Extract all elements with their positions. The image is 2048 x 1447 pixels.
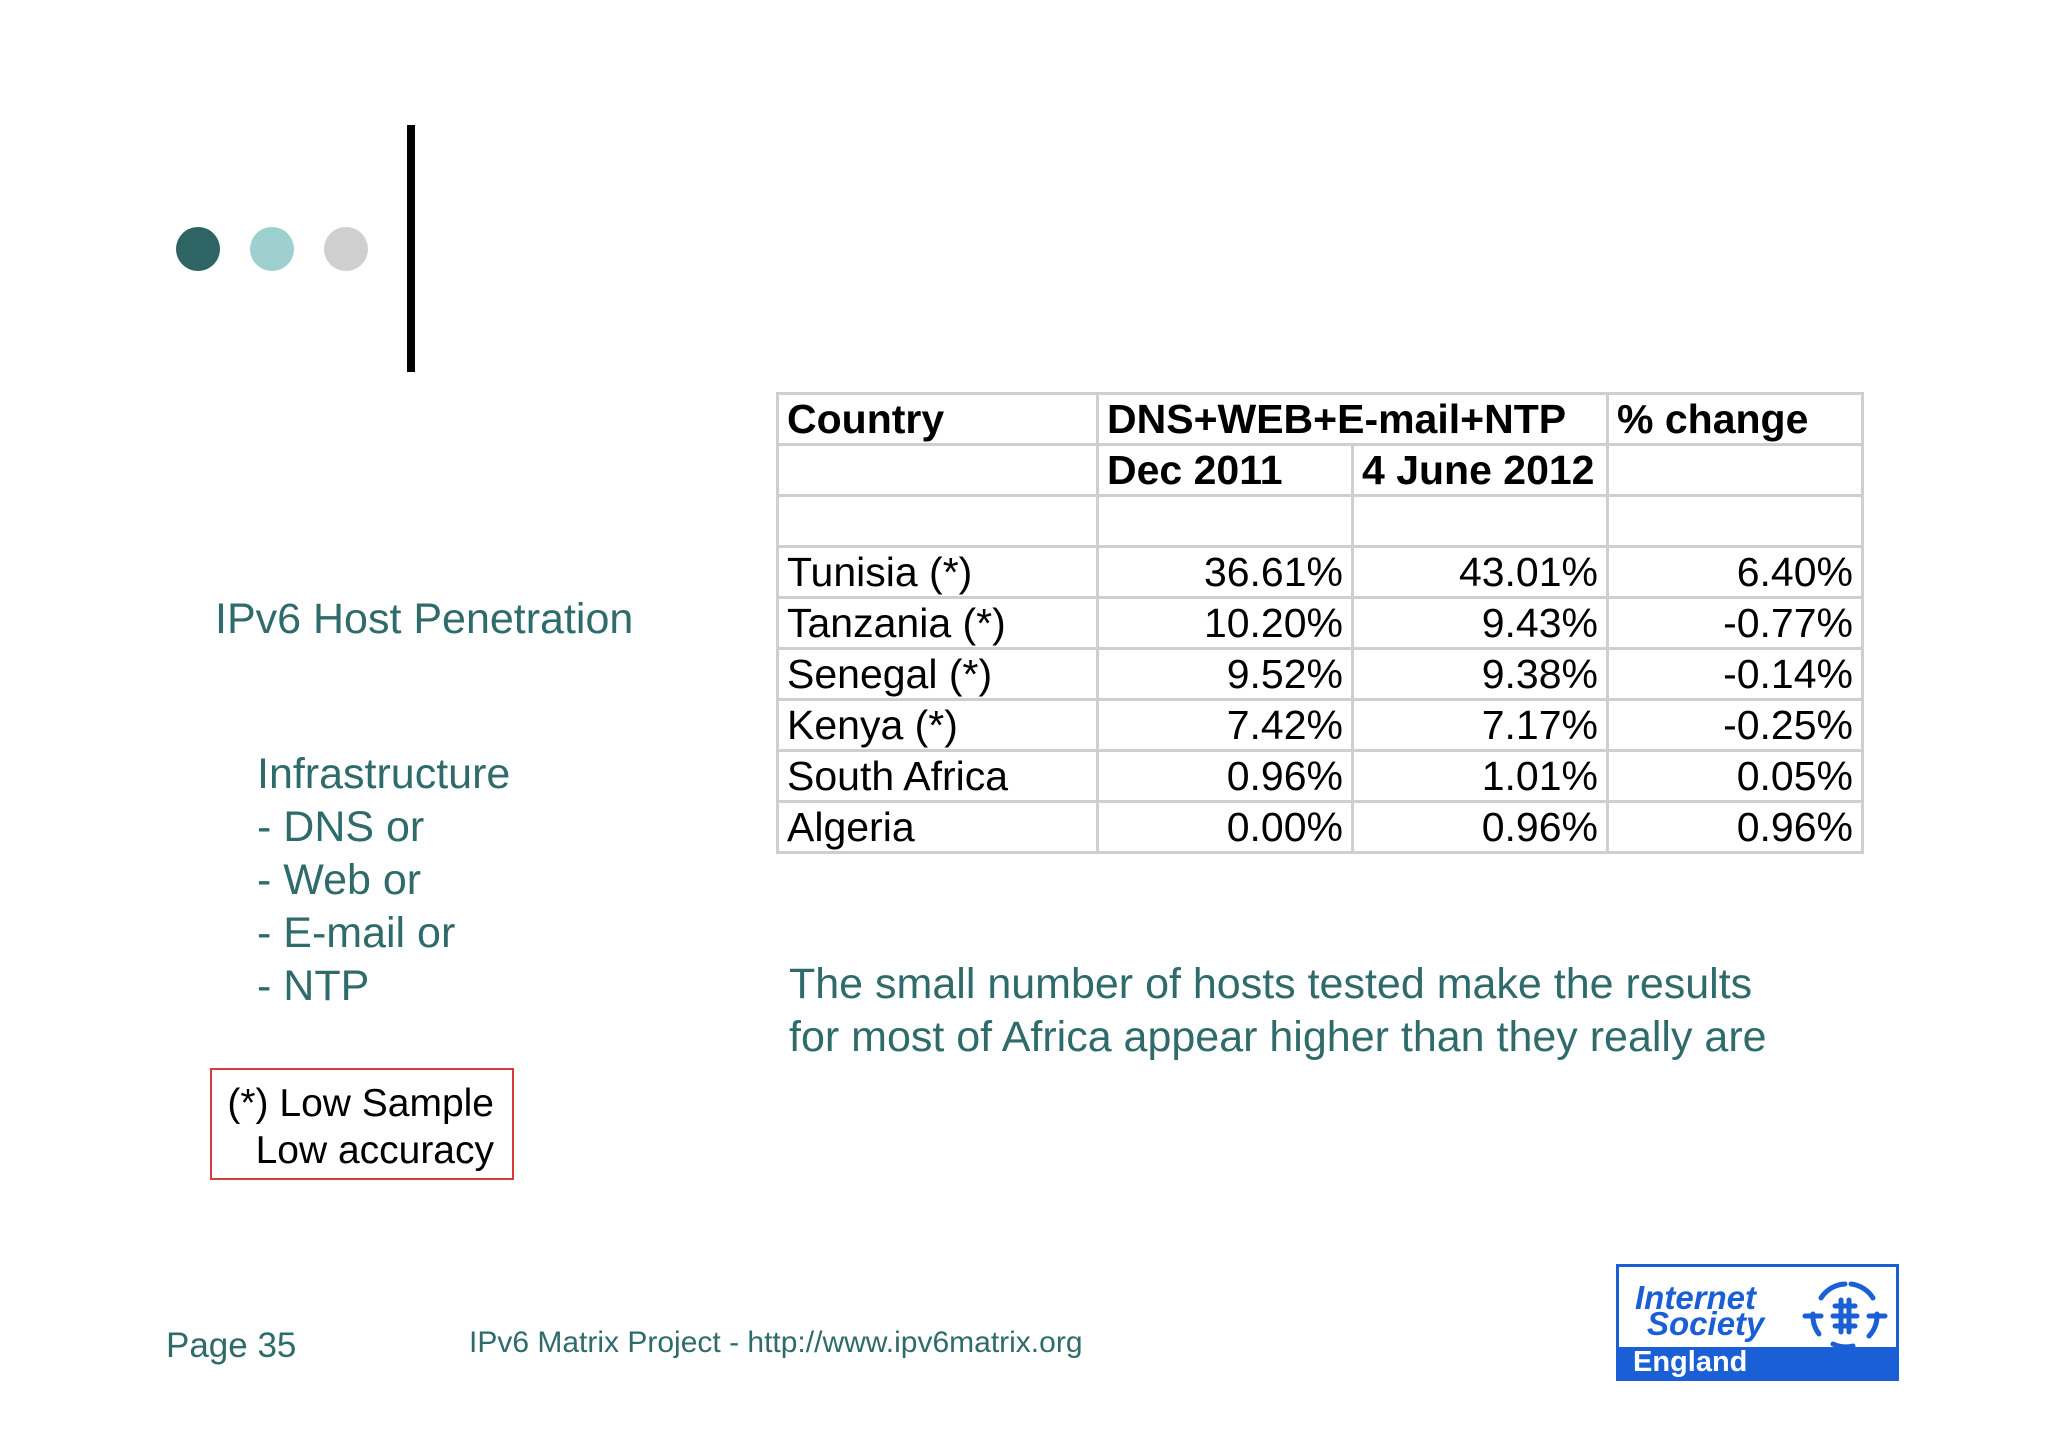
- subheader-empty: [1606, 443, 1864, 497]
- dot-dark: [176, 227, 220, 271]
- header-country: Country: [776, 392, 1099, 446]
- logo-band-england: England: [1619, 1347, 1896, 1378]
- remark-line-1: The small number of hosts tested make th…: [789, 960, 1753, 1008]
- spacer-cell: [1096, 494, 1354, 548]
- dec-2011-cell: 7.42%: [1096, 698, 1354, 752]
- results-remark: The small number of hosts tested make th…: [789, 958, 1767, 1064]
- header-change: % change: [1606, 392, 1864, 446]
- country-cell: Tanzania (*): [776, 596, 1099, 650]
- table-row: Tanzania (*) 10.20% 9.43% -0.77%: [776, 596, 1864, 650]
- country-cell: Senegal (*): [776, 647, 1099, 701]
- table-header-row: Country DNS+WEB+E-mail+NTP % change: [776, 392, 1864, 446]
- country-cell: Algeria: [776, 800, 1099, 854]
- infrastructure-list: Infrastructure - DNS or - Web or - E-mai…: [257, 748, 510, 1013]
- table-row: Algeria 0.00% 0.96% 0.96%: [776, 800, 1864, 854]
- logo-line-society: Society: [1647, 1305, 1765, 1342]
- dot-grey: [324, 227, 368, 271]
- dec-2011-cell: 0.00%: [1096, 800, 1354, 854]
- table-row: Tunisia (*) 36.61% 43.01% 6.40%: [776, 545, 1864, 599]
- header-june-2012: 4 June 2012: [1351, 443, 1609, 497]
- table-row: Senegal (*) 9.52% 9.38% -0.14%: [776, 647, 1864, 701]
- table-subheader-row: Dec 2011 4 June 2012: [776, 443, 1864, 497]
- logo-line-internet: Internet: [1635, 1279, 1757, 1316]
- change-cell: 6.40%: [1606, 545, 1864, 599]
- spacer-cell: [1351, 494, 1609, 548]
- country-cell: Tunisia (*): [776, 545, 1099, 599]
- header-measure: DNS+WEB+E-mail+NTP: [1096, 392, 1609, 446]
- table-spacer-row: [776, 494, 1864, 548]
- infrastructure-item-ntp: - NTP: [257, 962, 370, 1010]
- infrastructure-item-web: - Web or: [257, 856, 422, 904]
- infrastructure-item-email: - E-mail or: [257, 909, 456, 957]
- dec-2011-cell: 9.52%: [1096, 647, 1354, 701]
- country-cell: South Africa: [776, 749, 1099, 803]
- vertical-divider: [407, 125, 415, 372]
- june-2012-cell: 43.01%: [1351, 545, 1609, 599]
- june-2012-cell: 1.01%: [1351, 749, 1609, 803]
- slide-topic: IPv6 Host Penetration: [215, 595, 634, 643]
- table-row: South Africa 0.96% 1.01% 0.05%: [776, 749, 1864, 803]
- spacer-cell: [776, 494, 1099, 548]
- slide-decoration-dots: [176, 227, 368, 271]
- change-cell: 0.96%: [1606, 800, 1864, 854]
- internet-society-england-logo: Internet Society England: [1616, 1264, 1899, 1381]
- low-sample-note: (*) Low Sample Low accuracy: [210, 1068, 514, 1180]
- note-line-2: Low accuracy: [255, 1129, 494, 1172]
- subheader-empty: [776, 443, 1099, 497]
- dec-2011-cell: 36.61%: [1096, 545, 1354, 599]
- infrastructure-item-dns: - DNS or: [257, 803, 425, 851]
- change-cell: -0.14%: [1606, 647, 1864, 701]
- june-2012-cell: 9.43%: [1351, 596, 1609, 650]
- spacer-cell: [1606, 494, 1864, 548]
- infrastructure-heading: Infrastructure: [257, 750, 511, 798]
- dec-2011-cell: 0.96%: [1096, 749, 1354, 803]
- dec-2011-cell: 10.20%: [1096, 596, 1354, 650]
- page-number: Page 35: [166, 1326, 297, 1365]
- change-cell: 0.05%: [1606, 749, 1864, 803]
- remark-line-2: for most of Africa appear higher than th…: [789, 1013, 1767, 1061]
- isoc-globe-icon: [1802, 1281, 1888, 1361]
- dot-light-teal: [250, 227, 294, 271]
- june-2012-cell: 9.38%: [1351, 647, 1609, 701]
- country-cell: Kenya (*): [776, 698, 1099, 752]
- footer-project-link: IPv6 Matrix Project - http://www.ipv6mat…: [469, 1326, 1083, 1359]
- change-cell: -0.77%: [1606, 596, 1864, 650]
- note-line-1: (*) Low Sample: [227, 1082, 494, 1125]
- change-cell: -0.25%: [1606, 698, 1864, 752]
- june-2012-cell: 7.17%: [1351, 698, 1609, 752]
- june-2012-cell: 0.96%: [1351, 800, 1609, 854]
- table-row: Kenya (*) 7.42% 7.17% -0.25%: [776, 698, 1864, 752]
- header-dec-2011: Dec 2011: [1096, 443, 1354, 497]
- ipv6-penetration-table: Country DNS+WEB+E-mail+NTP % change Dec …: [776, 392, 1864, 854]
